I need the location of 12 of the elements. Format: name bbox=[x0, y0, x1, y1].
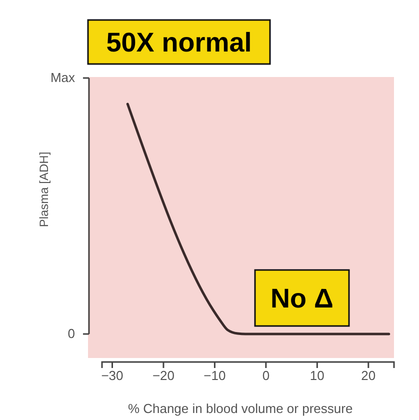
text: 0 bbox=[68, 326, 75, 342]
x-tick-label: −10 bbox=[204, 368, 226, 384]
x-tick-label: 0 bbox=[262, 368, 270, 384]
y-axis-title: Plasma [ADH] bbox=[37, 152, 51, 228]
text: Max bbox=[50, 70, 76, 86]
x-tick-label: −20 bbox=[152, 368, 175, 384]
x-axis-title: % Change in blood volume or pressure bbox=[128, 401, 353, 416]
annotation: No Δ bbox=[270, 284, 334, 314]
x-tick-label: 10 bbox=[310, 368, 324, 384]
x-tick-label: −30 bbox=[101, 368, 124, 384]
x-tick-label: 20 bbox=[361, 368, 376, 384]
text: 50X normal bbox=[106, 28, 252, 58]
